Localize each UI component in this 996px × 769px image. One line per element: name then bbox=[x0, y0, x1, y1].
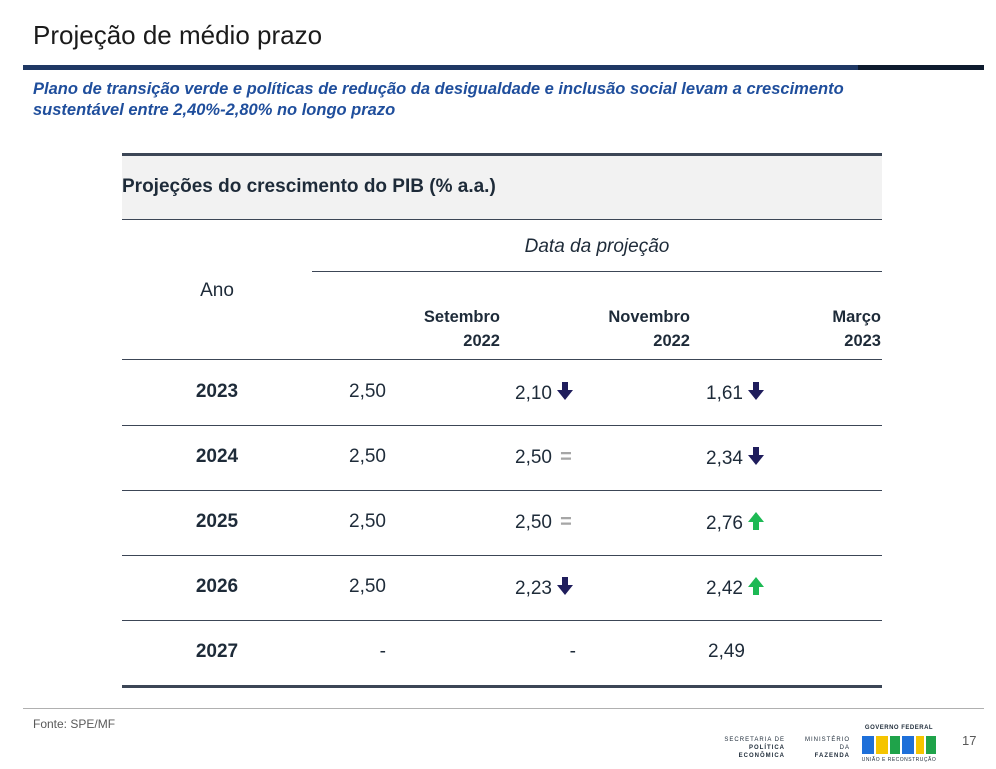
projection-value: 2,76 bbox=[706, 513, 743, 534]
column-header-year: 2022 bbox=[653, 332, 690, 350]
projection-cell: 2,50 bbox=[349, 381, 386, 403]
row-divider bbox=[122, 555, 882, 556]
column-header-year: 2023 bbox=[844, 332, 881, 350]
projection-cell: 2,76 bbox=[706, 511, 767, 535]
slide-title: Projeção de médio prazo bbox=[33, 20, 323, 50]
table-top-rule bbox=[122, 153, 882, 156]
projection-cell: 2,50 = bbox=[515, 446, 576, 469]
row-divider bbox=[122, 685, 882, 688]
table-row: 2027 - - 2,49 bbox=[122, 621, 882, 688]
arrow-down-icon bbox=[747, 446, 767, 466]
logo-spe-line2: POLÍTICA ECONÔMICA bbox=[738, 745, 785, 759]
projection-value: 2,50 bbox=[349, 576, 386, 597]
projection-cell: 2,23 bbox=[515, 576, 576, 600]
logo-governo-federal: GOVERNO FEDERAL UNIÃO E RECONSTRUÇÃO bbox=[860, 725, 938, 763]
projection-cell: 2,34 bbox=[706, 446, 767, 470]
projection-value: 2,50 bbox=[515, 512, 552, 533]
table-row: 2026 2,50 2,23 2,42 bbox=[122, 556, 882, 621]
projection-cell: 2,50 = bbox=[515, 511, 576, 534]
column-header-rule bbox=[122, 359, 882, 360]
slide-subtitle: Plano de transição verde e políticas de … bbox=[33, 80, 844, 119]
column-header-setembro-2022: Setembro 2022 bbox=[424, 305, 500, 353]
arrow-down-icon bbox=[556, 576, 576, 596]
projection-date-group-label: Data da projeção bbox=[524, 236, 670, 257]
footer-rule bbox=[23, 708, 984, 709]
projection-cell: 1,61 bbox=[706, 381, 767, 405]
logo-secretaria-politica-economica: SECRETARIA DE POLÍTICA ECONÔMICA bbox=[705, 736, 785, 760]
projection-cell: 2,50 bbox=[349, 576, 386, 598]
projection-value: - bbox=[569, 641, 576, 662]
title-rule bbox=[23, 65, 984, 70]
table-caption-band: Projeções do crescimento do PIB (% a.a.) bbox=[122, 156, 882, 219]
year-column-header: Ano bbox=[200, 280, 234, 301]
logo-mf-line1: MINISTÉRIO DA bbox=[804, 737, 850, 751]
table-row: 2025 2,50 2,50 = 2,76 bbox=[122, 491, 882, 556]
equal-sign-icon: = bbox=[560, 511, 572, 533]
row-divider bbox=[122, 620, 882, 621]
row-year: 2023 bbox=[195, 381, 239, 402]
page-number: 17 bbox=[962, 733, 977, 748]
row-year: 2024 bbox=[195, 446, 239, 467]
arrow-down-icon bbox=[747, 381, 767, 401]
projection-value: 2,50 bbox=[349, 381, 386, 402]
equal-sign-icon: = bbox=[560, 446, 572, 468]
projection-value: 2,10 bbox=[515, 383, 552, 404]
projection-value: 2,42 bbox=[706, 578, 743, 599]
projection-value: 2,49 bbox=[708, 641, 745, 662]
title-rule-accent bbox=[858, 65, 984, 70]
column-header-novembro-2022: Novembro 2022 bbox=[608, 305, 690, 353]
projection-cell: 2,42 bbox=[706, 576, 767, 600]
group-label-rule bbox=[312, 271, 882, 272]
column-header-year: 2022 bbox=[463, 332, 500, 350]
projection-value: 2,50 bbox=[515, 447, 552, 468]
projection-cell: 2,49 bbox=[708, 641, 745, 663]
projection-value: 1,61 bbox=[706, 383, 743, 404]
logo-spe-line1: SECRETARIA DE bbox=[724, 737, 785, 743]
table-caption-rule bbox=[122, 219, 882, 220]
row-year: 2025 bbox=[195, 511, 239, 532]
projection-cell: - bbox=[380, 641, 386, 663]
arrow-up-icon bbox=[747, 511, 767, 531]
arrow-up-icon bbox=[747, 576, 767, 596]
projection-value: 2,50 bbox=[349, 446, 386, 467]
table-row: 2023 2,50 2,10 1,61 bbox=[122, 361, 882, 426]
logo-gov-bottom: UNIÃO E RECONSTRUÇÃO bbox=[861, 757, 937, 763]
row-year: 2026 bbox=[195, 576, 239, 597]
projection-value: - bbox=[379, 641, 386, 662]
projection-cell: - bbox=[570, 641, 576, 663]
logo-gov-top: GOVERNO FEDERAL bbox=[864, 725, 934, 731]
source-note: Fonte: SPE/MF bbox=[33, 717, 116, 731]
brasil-wordmark-icon bbox=[862, 736, 936, 754]
column-header-month: Novembro bbox=[608, 308, 690, 326]
table-caption: Projeções do crescimento do PIB (% a.a.) bbox=[122, 176, 496, 197]
row-divider bbox=[122, 425, 882, 426]
projection-value: 2,50 bbox=[349, 511, 386, 532]
projection-cell: 2,50 bbox=[349, 511, 386, 533]
projection-value: 2,34 bbox=[706, 448, 743, 469]
projection-value: 2,23 bbox=[515, 578, 552, 599]
logo-ministerio-fazenda: MINISTÉRIO DA FAZENDA bbox=[795, 736, 850, 760]
table-row: 2024 2,50 2,50 = 2,34 bbox=[122, 426, 882, 491]
row-year: 2027 bbox=[195, 641, 239, 662]
projection-cell: 2,10 bbox=[515, 381, 576, 405]
column-header-month: Setembro bbox=[423, 308, 500, 326]
arrow-down-icon bbox=[556, 381, 576, 401]
row-divider bbox=[122, 490, 882, 491]
projection-cell: 2,50 bbox=[349, 446, 386, 468]
column-header-marco-2023: Março 2023 bbox=[832, 305, 881, 353]
logo-mf-line2: FAZENDA bbox=[814, 753, 850, 759]
column-header-month: Março bbox=[832, 308, 881, 326]
